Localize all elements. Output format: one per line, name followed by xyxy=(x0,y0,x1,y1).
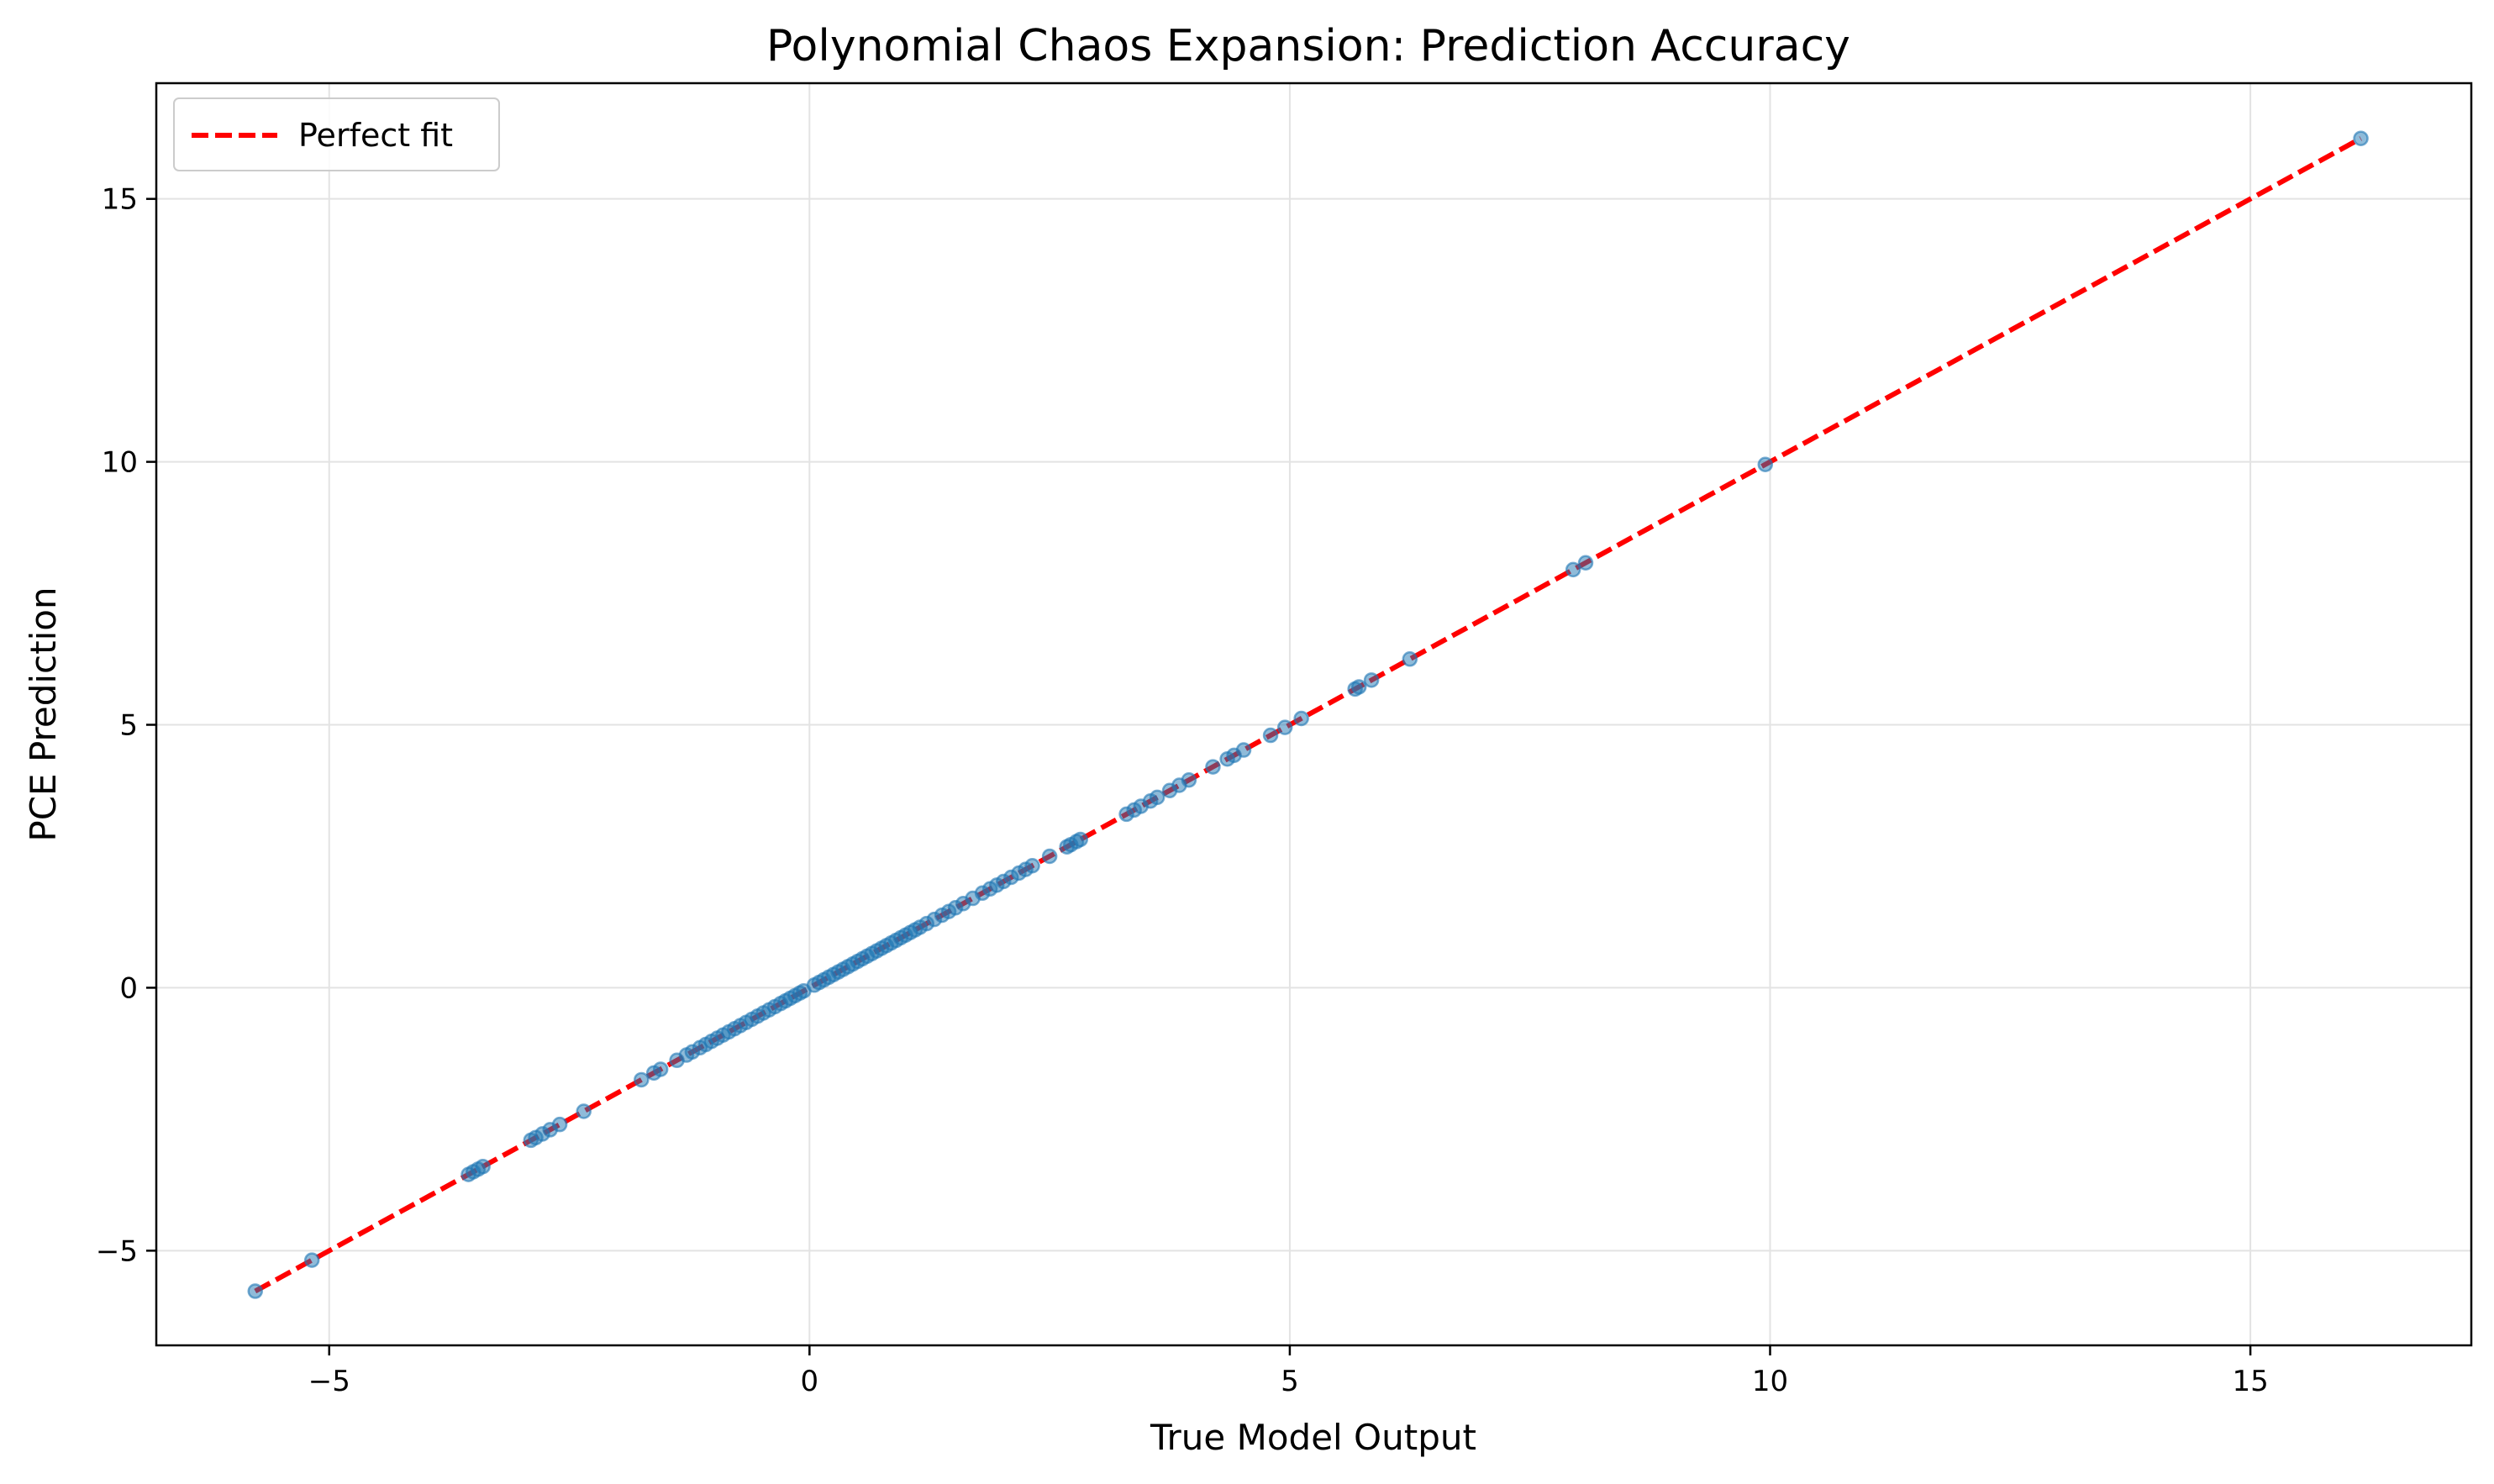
data-point xyxy=(1402,651,1418,667)
data-point xyxy=(303,1252,320,1268)
x-tick-label: 15 xyxy=(2232,1365,2268,1398)
y-tick-label: −5 xyxy=(96,1234,138,1268)
y-tick-label: 10 xyxy=(102,446,138,480)
data-point xyxy=(1041,848,1058,865)
data-point xyxy=(475,1158,491,1175)
x-tick-label: −5 xyxy=(308,1365,350,1398)
data-point xyxy=(551,1116,568,1133)
data-point xyxy=(1149,789,1165,806)
data-point xyxy=(1072,831,1088,848)
data-point xyxy=(1565,561,1581,578)
data-point xyxy=(1363,672,1380,688)
y-axis-label: PCE Prediction xyxy=(23,587,64,841)
x-tick-label: 10 xyxy=(1752,1365,1788,1398)
x-axis-ticks: −5 0 5 10 15 xyxy=(308,1345,2269,1398)
data-point xyxy=(634,1071,650,1088)
x-axis-label: True Model Output xyxy=(1150,1417,1476,1458)
legend-box xyxy=(173,97,500,171)
data-point xyxy=(1181,771,1197,788)
y-axis-ticks: −5 0 5 10 15 xyxy=(96,183,156,1268)
data-points-series xyxy=(247,130,2369,1299)
data-point xyxy=(1276,719,1293,735)
plot-area-frame xyxy=(155,82,2473,1347)
data-point xyxy=(2353,130,2369,146)
grid xyxy=(156,83,2471,1345)
data-point xyxy=(1757,456,1774,472)
data-point xyxy=(1262,727,1279,744)
legend: Perfect fit xyxy=(173,97,500,171)
y-tick-label: 15 xyxy=(102,183,138,217)
y-tick-label: 5 xyxy=(119,709,138,743)
data-point xyxy=(1350,679,1367,695)
chart-title: Polynomial Chaos Expansion: Prediction A… xyxy=(766,21,1850,71)
data-point xyxy=(1577,555,1594,571)
data-point xyxy=(576,1103,592,1119)
data-point xyxy=(1024,857,1040,874)
x-tick-label: 0 xyxy=(801,1365,819,1398)
x-tick-label: 5 xyxy=(1281,1365,1299,1398)
data-point xyxy=(1293,710,1309,727)
data-point xyxy=(1205,759,1221,775)
y-tick-label: 0 xyxy=(119,971,138,1005)
data-point xyxy=(1235,742,1252,758)
data-point xyxy=(652,1061,669,1077)
data-point xyxy=(247,1283,263,1299)
legend-entry-perfect-fit: Perfect fit xyxy=(298,117,453,154)
